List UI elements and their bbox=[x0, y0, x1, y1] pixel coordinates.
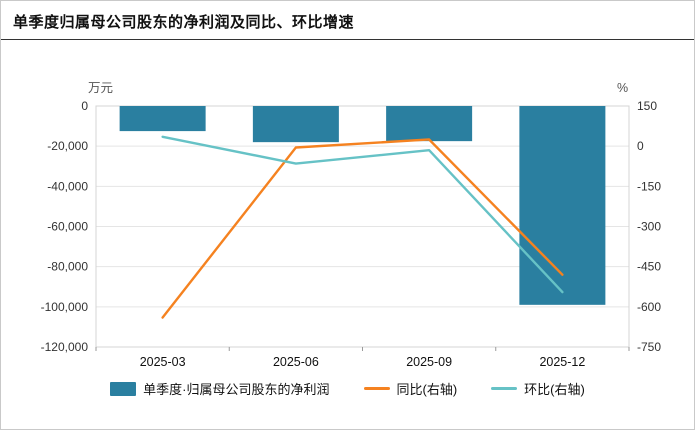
legend-item-yoy[interactable]: 同比(右轴) bbox=[363, 379, 458, 398]
x-axis-label: 2025-03 bbox=[140, 355, 186, 369]
left-axis-tick-label: -80,000 bbox=[47, 260, 88, 274]
line-swatch-icon bbox=[363, 387, 390, 390]
bar-2025-09 bbox=[386, 106, 473, 142]
left-axis-tick-label: -100,000 bbox=[41, 300, 89, 314]
legend-label: 环比(右轴) bbox=[524, 382, 585, 397]
left-axis-tick-label: 0 bbox=[81, 99, 88, 113]
title-divider bbox=[1, 39, 694, 40]
right-axis-tick-label: 0 bbox=[637, 139, 644, 153]
x-axis-label: 2025-09 bbox=[406, 355, 452, 369]
right-axis-tick-label: -750 bbox=[637, 340, 661, 354]
left-axis-unit: 万元 bbox=[88, 81, 113, 95]
bar-2025-12 bbox=[519, 106, 606, 305]
legend-item-net-profit[interactable]: 单季度·归属母公司股东的净利润 bbox=[110, 379, 330, 398]
x-axis-label: 2025-06 bbox=[273, 355, 319, 369]
chart-title: 单季度归属母公司股东的净利润及同比、环比增速 bbox=[13, 14, 355, 31]
bar-swatch-icon bbox=[110, 381, 137, 396]
left-axis-tick-label: -60,000 bbox=[47, 220, 88, 234]
legend-label: 单季度·归属母公司股东的净利润 bbox=[143, 382, 330, 397]
legend: 单季度·归属母公司股东的净利润 同比(右轴) 环比(右轴) bbox=[11, 379, 684, 398]
right-axis-tick-label: -450 bbox=[637, 260, 661, 274]
left-axis-tick-label: -40,000 bbox=[47, 179, 88, 193]
line-series bbox=[161, 135, 564, 294]
chart-area: 0 150 -20,000 0 -40,000 -150 -60,000 -300 -80,00… bbox=[1, 40, 694, 398]
left-axis-tick-label: -20,000 bbox=[47, 139, 88, 153]
left-axis-tick-label: -120,000 bbox=[41, 340, 89, 354]
x-axis-label: 2025-12 bbox=[539, 355, 585, 369]
legend-label: 同比(右轴) bbox=[396, 382, 458, 397]
right-axis-unit: % bbox=[617, 81, 628, 95]
line-swatch-icon bbox=[491, 387, 518, 390]
line-series bbox=[161, 138, 564, 319]
bar-2025-03 bbox=[119, 106, 206, 132]
legend-item-qoq[interactable]: 环比(右轴) bbox=[491, 379, 585, 398]
right-axis-tick-label: -150 bbox=[637, 179, 661, 193]
right-axis-tick-label: -300 bbox=[637, 220, 661, 234]
plot-canvas: 0 150 -20,000 0 -40,000 -150 -60,000 -300 -80,00… bbox=[41, 81, 662, 369]
right-axis-tick-label: -600 bbox=[637, 300, 661, 314]
bar-2025-06 bbox=[252, 106, 339, 143]
right-axis-tick-label: 150 bbox=[637, 99, 657, 113]
